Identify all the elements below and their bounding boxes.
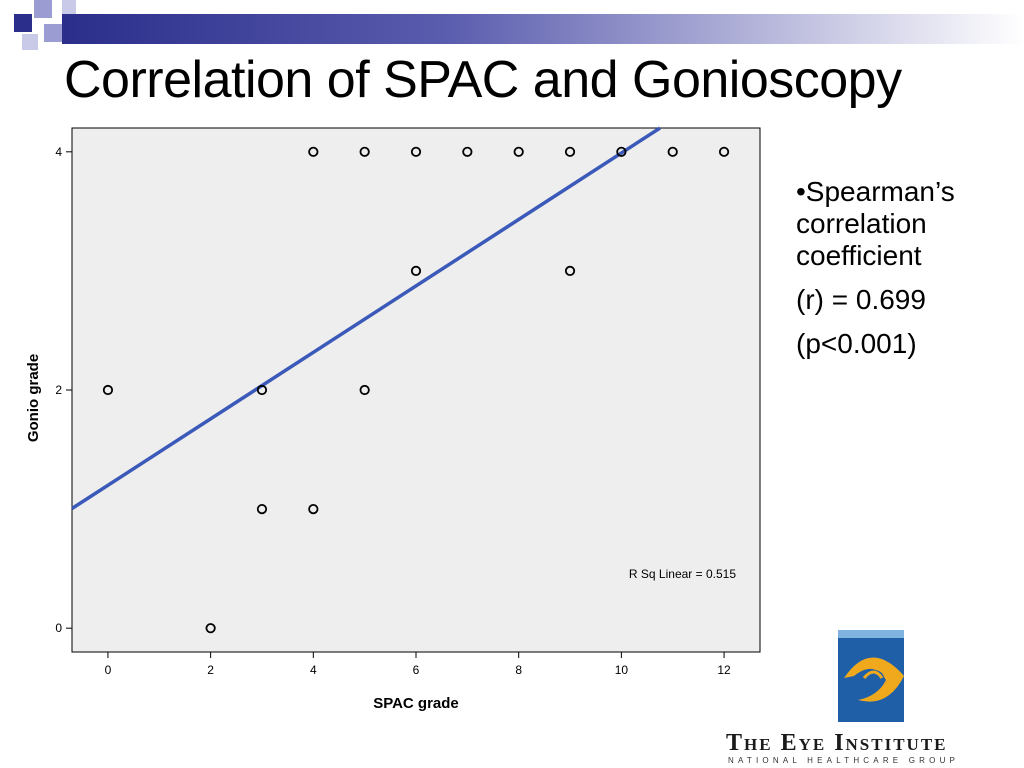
x-tick-label: 10 xyxy=(615,663,629,677)
data-point xyxy=(616,146,627,157)
y-tick-label: 2 xyxy=(55,383,62,397)
spearman-label: •Spearman’s correlation coefficient xyxy=(796,176,955,271)
x-tick-label: 4 xyxy=(310,663,317,677)
title-accent-bar xyxy=(62,14,1024,44)
y-axis-label: Gonio grade xyxy=(25,354,42,442)
organization-subtitle: NATIONAL HEALTHCARE GROUP xyxy=(728,756,960,765)
r-squared-annotation: R Sq Linear = 0.515 xyxy=(629,567,736,581)
logo-swirl xyxy=(862,670,884,680)
corner-squares-decoration xyxy=(14,0,76,50)
data-point xyxy=(308,503,319,515)
deco-square-lavender xyxy=(62,0,76,14)
eye-institute-logo xyxy=(838,630,904,722)
y-axis: 0 2 4 xyxy=(55,145,72,635)
x-tick-label: 12 xyxy=(717,663,731,677)
data-point xyxy=(462,146,473,157)
data-point xyxy=(359,384,370,396)
deco-square-lavender xyxy=(22,34,38,50)
y-tick-label: 0 xyxy=(55,621,62,635)
organization-name: The Eye Institute xyxy=(726,730,948,756)
data-point xyxy=(410,265,422,277)
regression-line xyxy=(71,126,661,511)
data-point xyxy=(205,623,216,634)
scatter-chart: 0 2 4 6 8 10 12 0 2 4 R Sq Linear = 0.515 SPAC g… xyxy=(25,126,761,712)
data-point xyxy=(667,146,678,157)
deco-square-periwinkle xyxy=(34,0,52,18)
data-point xyxy=(359,146,370,157)
x-tick-label: 6 xyxy=(413,663,420,677)
y-tick-label: 4 xyxy=(55,145,62,159)
data-point xyxy=(718,146,730,157)
data-point xyxy=(513,146,524,157)
page-title: Correlation of SPAC and Gonioscopy xyxy=(64,51,902,109)
data-point xyxy=(308,146,319,157)
data-point xyxy=(410,146,422,157)
x-tick-label: 8 xyxy=(515,663,522,677)
x-axis: 0 2 4 6 8 10 12 xyxy=(105,652,731,677)
x-tick-label: 2 xyxy=(207,663,214,677)
deco-square-periwinkle xyxy=(44,24,62,42)
correlation-value: (r) = 0.699 xyxy=(796,284,926,315)
x-tick-label: 0 xyxy=(105,663,112,677)
data-point xyxy=(102,384,114,396)
logo-light-stripe xyxy=(838,630,904,638)
data-point xyxy=(256,384,268,396)
p-value: (p<0.001) xyxy=(796,328,917,359)
x-axis-label: SPAC grade xyxy=(373,695,459,712)
data-points xyxy=(102,146,730,634)
deco-square-navy xyxy=(14,14,32,32)
data-point xyxy=(564,146,576,157)
data-point xyxy=(256,503,268,515)
logo-eye-icon xyxy=(844,657,904,702)
statistics-panel: •Spearman’s correlation coefficient (r) … xyxy=(796,176,1016,360)
data-point xyxy=(564,265,576,277)
